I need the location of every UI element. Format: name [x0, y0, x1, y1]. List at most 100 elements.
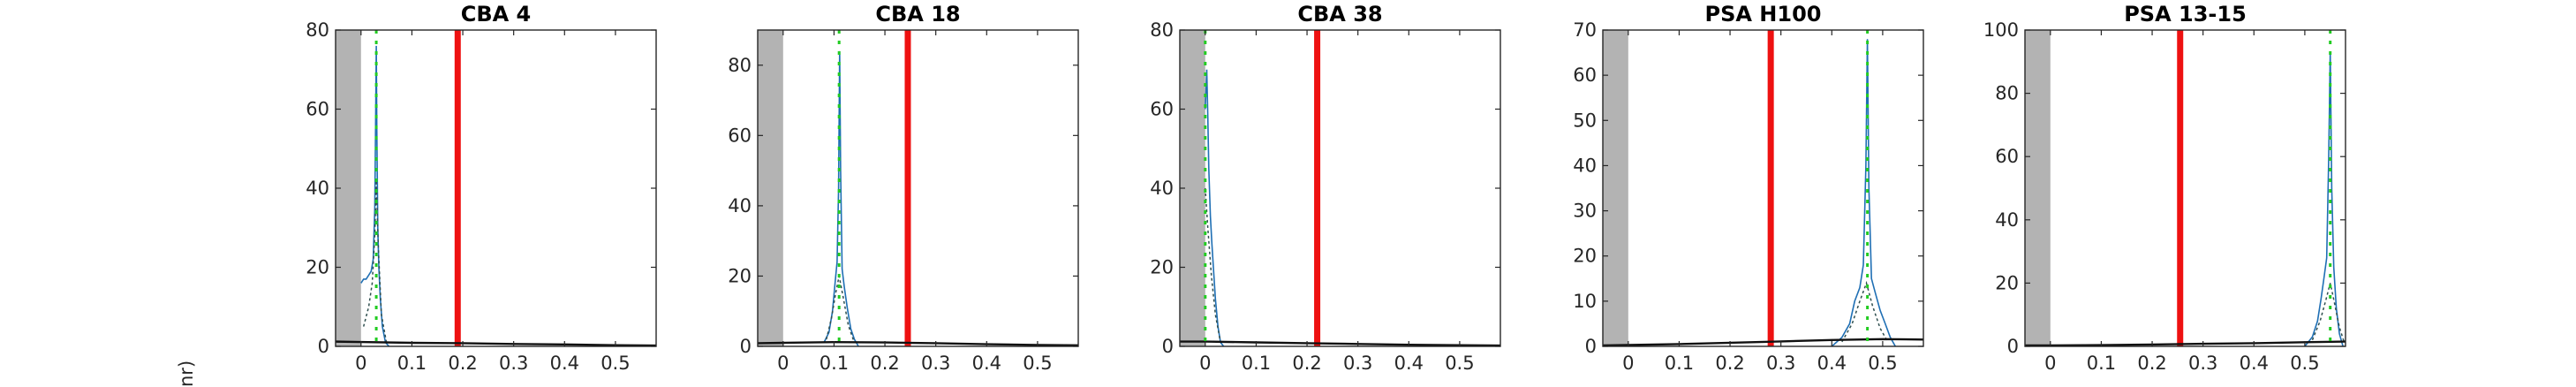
x-tick-label: 0.4: [1394, 353, 1424, 374]
y-tick-label: 40: [1150, 178, 1174, 199]
shaded-region: [2025, 30, 2051, 346]
x-tick-label: 0.5: [601, 353, 630, 374]
x-tick-label: 0: [1199, 353, 1211, 374]
y-tick-label: 80: [1995, 83, 2019, 104]
y-axis-label-fragment: nr): [176, 360, 197, 387]
y-tick-label: 70: [1573, 19, 1597, 41]
y-tick-label: 30: [1573, 201, 1597, 222]
axes-box: [2024, 29, 2346, 347]
x-tick-label: 0.1: [1665, 353, 1694, 374]
x-tick-label: 0: [777, 353, 789, 374]
x-tick-label: 0.2: [1715, 353, 1744, 374]
y-tick-label: 0: [740, 336, 752, 357]
plot-data: [2025, 30, 2346, 346]
chart-title: PSA H100: [1705, 2, 1822, 27]
series-dark-dashed: [362, 179, 388, 343]
y-tick-label: 20: [306, 257, 329, 278]
x-tick-label: 0.1: [820, 353, 849, 374]
series-dark-dashed: [2311, 283, 2346, 344]
y-tick-label: 0: [1585, 336, 1597, 357]
x-tick-label: 0.3: [2188, 353, 2217, 374]
plot-data: [336, 30, 656, 346]
series-black-baseline: [1180, 340, 1500, 346]
series-black-baseline: [336, 340, 656, 346]
y-tick-label: 0: [318, 336, 329, 357]
series-dark-dashed: [1205, 187, 1221, 343]
x-tick-label: 0.3: [499, 353, 528, 374]
chart-panel-3: 0 0.1 0.2 0.3 0.4 0.5 0 20 40 60 80 CBA 38: [1150, 2, 1501, 374]
y-tick-label: 80: [1150, 19, 1174, 41]
y-tick-label: 60: [306, 99, 329, 120]
chart-panels: 0 0.1 0.2 0.3 0.4 0.5 0 20 40 60 80 CBA 4 0 0.1 0.2 0.3…: [306, 2, 2346, 374]
shaded-region: [1603, 30, 1628, 346]
series-black-baseline: [758, 340, 1078, 346]
plot-data: [758, 30, 1078, 346]
y-tick-label: 40: [1995, 209, 2019, 231]
y-tick-label: 20: [728, 265, 752, 286]
y-tick-label: 20: [1150, 257, 1174, 278]
y-tick-label: 80: [306, 19, 329, 41]
y-tick-label: 60: [1573, 64, 1597, 86]
chart-title: CBA 38: [1297, 2, 1382, 27]
x-tick-label: 0.5: [1445, 353, 1474, 374]
axes-box: [757, 29, 1079, 347]
y-tick-label: 60: [1150, 99, 1174, 120]
x-tick-label: 0.3: [1343, 353, 1372, 374]
chart-panel-5: 0 0.1 0.2 0.3 0.4 0.5 0 20 40 60 80 100 PSA 13-15: [1983, 2, 2346, 374]
shaded-region: [758, 30, 783, 346]
x-tick-label: 0.3: [921, 353, 950, 374]
y-tick-label: 20: [1573, 246, 1597, 267]
y-tick-label: 40: [306, 178, 329, 199]
x-tick-label: 0.4: [972, 353, 1001, 374]
y-tick-label: 0: [2007, 336, 2019, 357]
y-tick-label: 60: [728, 125, 752, 146]
y-tick-label: 50: [1573, 110, 1597, 131]
plot-area: [1180, 30, 1500, 346]
plot-area: [1603, 30, 1923, 346]
y-tick-label: 100: [1983, 19, 2019, 41]
x-tick-label: 0.2: [870, 353, 899, 374]
plot-area: [336, 30, 656, 346]
series-blue-histogram: [2304, 52, 2344, 346]
x-tick-label: 0.4: [550, 353, 579, 374]
y-tick-label: 10: [1573, 291, 1597, 312]
y-tick-label: 0: [1162, 336, 1174, 357]
y-tick-label: 40: [1573, 155, 1597, 176]
x-tick-label: 0.2: [2137, 353, 2166, 374]
x-tick-label: 0: [2044, 353, 2056, 374]
chart-title: CBA 18: [875, 2, 960, 27]
x-tick-label: 0.1: [1242, 353, 1271, 374]
y-tick-label: 20: [1995, 272, 2019, 293]
x-tick-label: 0.4: [1817, 353, 1847, 374]
chart-panel-4: 0 0.1 0.2 0.3 0.4 0.5 0 10 20 30 40 50 60 70 PSA H100: [1573, 2, 1924, 374]
x-tick-label: 0.2: [1292, 353, 1321, 374]
y-tick-label: 60: [1995, 146, 2019, 167]
y-tick-label: 40: [728, 195, 752, 216]
chart-panel-2: 0 0.1 0.2 0.3 0.4 0.5 0 20 40 60 80 CBA 18: [728, 2, 1079, 374]
x-tick-label: 0.5: [1023, 353, 1052, 374]
chart-title: CBA 4: [461, 2, 532, 27]
x-tick-label: 0.3: [1766, 353, 1795, 374]
x-tick-label: 0.5: [1868, 353, 1897, 374]
x-tick-label: 0.4: [2240, 353, 2269, 374]
plot-area: [758, 30, 1078, 346]
chart-panel-1: 0 0.1 0.2 0.3 0.4 0.5 0 20 40 60 80 CBA 4: [306, 2, 657, 374]
x-tick-label: 0: [355, 353, 366, 374]
plot-data: [1180, 30, 1500, 346]
x-tick-label: 0.1: [2087, 353, 2116, 374]
series-black-baseline: [2025, 340, 2346, 346]
plot-data: [1603, 30, 1923, 346]
series-blue-histogram: [1831, 39, 1896, 346]
x-tick-label: 0: [1622, 353, 1634, 374]
x-tick-label: 0.2: [448, 353, 477, 374]
series-black-baseline: [1603, 338, 1923, 346]
x-tick-label: 0.5: [2290, 353, 2319, 374]
axes-box: [1602, 29, 1924, 347]
y-tick-label: 80: [728, 55, 752, 76]
x-tick-label: 0.1: [397, 353, 427, 374]
series-dark-dashed: [1841, 280, 1889, 343]
plot-area: [2025, 30, 2346, 346]
series-blue-histogram: [360, 45, 390, 346]
chart-title: PSA 13-15: [2124, 2, 2247, 27]
